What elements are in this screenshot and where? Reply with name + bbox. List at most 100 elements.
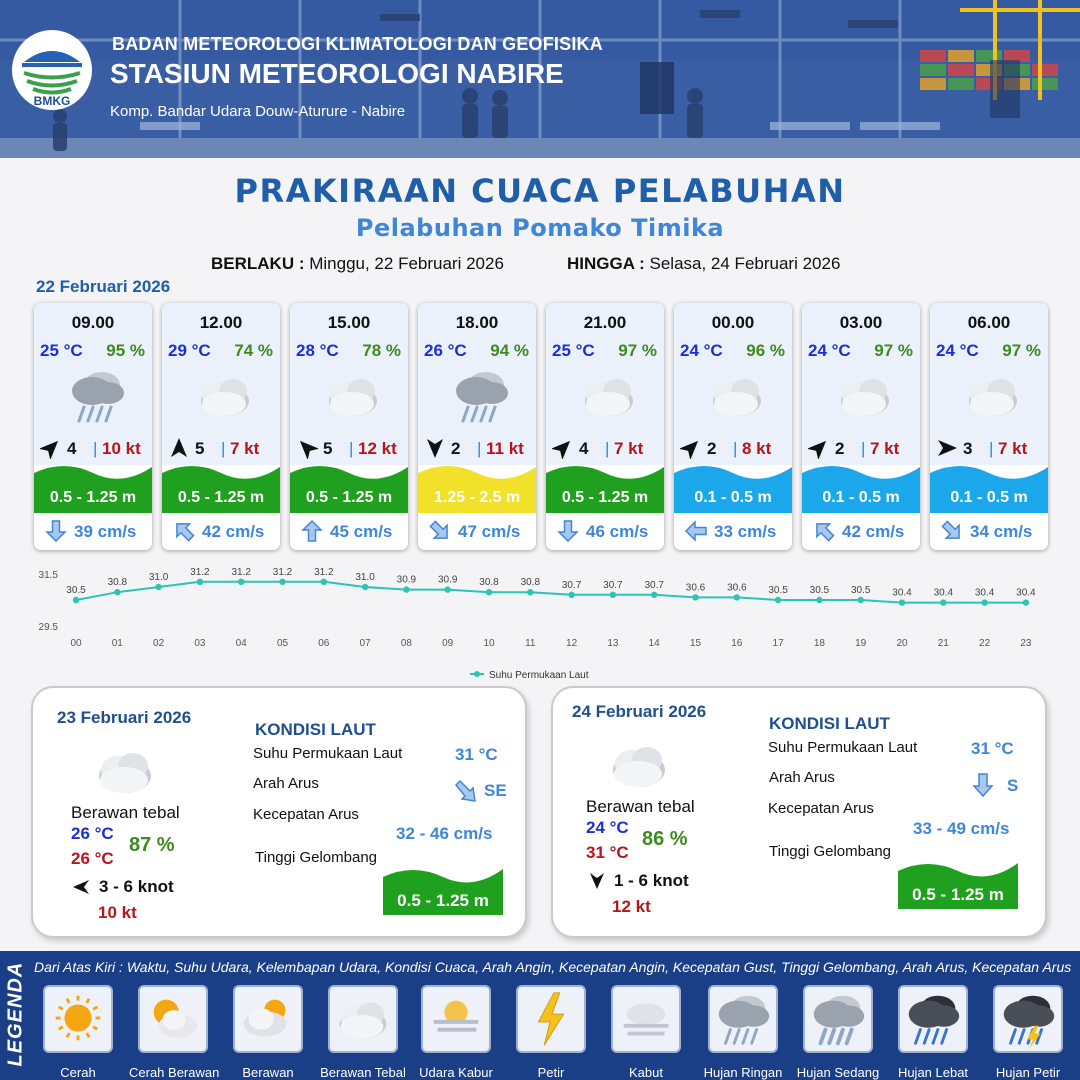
day-date: 24 Februari 2026 bbox=[572, 702, 707, 721]
card-time: 09.00 bbox=[71, 313, 115, 332]
card-separator: | bbox=[349, 439, 354, 458]
legend-item-label: Hujan Sedang bbox=[796, 1065, 880, 1080]
card-current-speed: 34 cm/s bbox=[970, 522, 1033, 541]
sea-condition-title: KONDISI LAUT bbox=[255, 720, 376, 739]
day-condition: Berawan tebal bbox=[71, 803, 180, 822]
data-label: 31.2 bbox=[314, 567, 334, 578]
thick-cloud-icon bbox=[969, 379, 1017, 416]
x-tick-label: 14 bbox=[649, 638, 661, 649]
current-direction-icon bbox=[941, 520, 960, 539]
legend-item: Hujan Petir bbox=[984, 985, 1072, 1080]
sst-point bbox=[692, 594, 699, 601]
sst-line bbox=[75, 580, 1026, 604]
sun-cloud-icon bbox=[153, 999, 198, 1038]
card-gust: 7 kt bbox=[870, 439, 900, 458]
hourly-card: 21.00 25 °C 97 % 4 | 7 kt 0.5 - 1.25 m 46 cm/s bbox=[546, 303, 664, 550]
card-separator: | bbox=[605, 439, 610, 458]
wind-direction-icon bbox=[938, 440, 957, 456]
logo-text: BMKG bbox=[34, 94, 71, 108]
x-tick-label: 18 bbox=[814, 638, 826, 649]
card-temperature: 24 °C bbox=[808, 341, 851, 360]
day-gust: 10 kt bbox=[98, 903, 137, 922]
legend-item-label: Berawan Tebal bbox=[320, 1065, 406, 1080]
wave-height-badge bbox=[290, 466, 408, 513]
wind-direction-icon bbox=[73, 880, 89, 894]
wave-height-label: Tinggi Gelombang bbox=[769, 843, 892, 860]
x-tick-label: 03 bbox=[194, 638, 206, 649]
day-wind-speed: 3 - 6 knot bbox=[99, 877, 174, 896]
current-direction-label: Arah Arus bbox=[769, 769, 835, 786]
sst-value: 31 °C bbox=[971, 739, 1014, 758]
wave-height-badge bbox=[162, 466, 280, 513]
current-direction-icon bbox=[684, 520, 707, 542]
card-wave-height: 0.5 - 1.25 m bbox=[305, 489, 393, 506]
legend-icon-box bbox=[516, 985, 586, 1053]
current-direction-icon bbox=[301, 519, 323, 542]
current-speed-label: Kecepatan Arus bbox=[768, 800, 874, 817]
validity-to: HINGGA : Selasa, 24 Februari 2026 bbox=[567, 254, 840, 274]
wave-height-badge bbox=[930, 466, 1048, 513]
sst-point bbox=[155, 583, 162, 591]
thick-cloud-icon bbox=[841, 379, 889, 416]
data-label: 30.7 bbox=[644, 580, 664, 591]
thick-cloud-icon bbox=[613, 747, 665, 787]
legend-item: Berawan Tebal bbox=[319, 985, 407, 1080]
validity-from: BERLAKU : Minggu, 22 Februari 2026 bbox=[211, 254, 504, 274]
legend-item: Cerah Berawan bbox=[129, 985, 219, 1080]
station-name: STASIUN METEOROLOGI NABIRE bbox=[110, 58, 564, 89]
legend-icon-box bbox=[138, 985, 208, 1053]
card-separator: | bbox=[477, 439, 482, 458]
x-tick-label: 04 bbox=[236, 638, 248, 649]
x-tick-label: 23 bbox=[1020, 638, 1032, 649]
sst-point bbox=[485, 589, 493, 596]
thick-cloud-icon bbox=[99, 753, 151, 793]
hourly-forecast: 09.00 25 °C 95 % 4 | 10 kt 0.5 - 1.25 m 39 cm/s… bbox=[34, 303, 1054, 551]
sst-point bbox=[527, 589, 534, 596]
day-temp-max: 31 °C bbox=[586, 843, 629, 862]
data-label: 30.6 bbox=[727, 582, 747, 593]
current-speed-value: 32 - 46 cm/s bbox=[396, 824, 493, 843]
card-wind-speed: 4 bbox=[579, 439, 589, 458]
data-label: 30.9 bbox=[397, 575, 417, 586]
heavy-rain-icon bbox=[908, 995, 960, 1045]
card-time: 18.00 bbox=[455, 313, 499, 332]
data-label: 30.8 bbox=[521, 577, 541, 588]
card-wind-speed: 3 bbox=[963, 439, 973, 458]
validity-from-value: Minggu, 22 Februari 2026 bbox=[309, 254, 504, 273]
data-label: 30.8 bbox=[479, 577, 499, 588]
legend-item-label: Petir bbox=[537, 1065, 565, 1080]
fog-icon bbox=[623, 1003, 669, 1036]
haze-icon bbox=[433, 1000, 479, 1032]
card-humidity: 97 % bbox=[618, 341, 657, 360]
x-tick-label: 05 bbox=[277, 638, 289, 649]
sst-point bbox=[733, 594, 740, 601]
card-gust: 7 kt bbox=[998, 439, 1028, 458]
card-separator: | bbox=[221, 439, 226, 458]
wave-height-badge bbox=[674, 466, 792, 513]
sea-surface-temperature-chart: 31.5 29.5 30.5 00 30.8 01 31.0 02 31.2 03 31.2 04 31… bbox=[39, 567, 1037, 681]
card-humidity: 78 % bbox=[362, 341, 401, 360]
sst-point bbox=[609, 591, 617, 598]
wave-height-badge bbox=[802, 466, 920, 513]
current-direction-icon bbox=[429, 520, 448, 539]
card-humidity: 95 % bbox=[106, 341, 145, 360]
sst-point bbox=[238, 578, 245, 585]
day-temp-max: 26 °C bbox=[71, 849, 114, 868]
card-humidity: 74 % bbox=[234, 341, 273, 360]
data-label: 30.9 bbox=[438, 575, 458, 586]
wind-direction-icon bbox=[171, 438, 187, 457]
card-separator: | bbox=[861, 439, 866, 458]
legend-item: Udara Kabur bbox=[412, 985, 500, 1080]
card-temperature: 28 °C bbox=[296, 341, 339, 360]
bmkg-logo: BMKG bbox=[8, 30, 96, 112]
sst-point bbox=[898, 599, 906, 606]
day-gust: 12 kt bbox=[612, 897, 651, 916]
agency-name: BADAN METEOROLOGI KLIMATOLOGI DAN GEOFIS… bbox=[112, 34, 603, 54]
data-label: 30.5 bbox=[66, 585, 86, 596]
thick-cloud-icon bbox=[339, 1002, 387, 1039]
card-separator: | bbox=[989, 439, 994, 458]
station-address: Komp. Bandar Udara Douw-Aturure - Nabire bbox=[110, 103, 406, 120]
legend-item: Kabut bbox=[602, 985, 690, 1080]
data-label: 30.5 bbox=[851, 585, 871, 596]
thunderstorm-icon bbox=[1003, 995, 1055, 1050]
